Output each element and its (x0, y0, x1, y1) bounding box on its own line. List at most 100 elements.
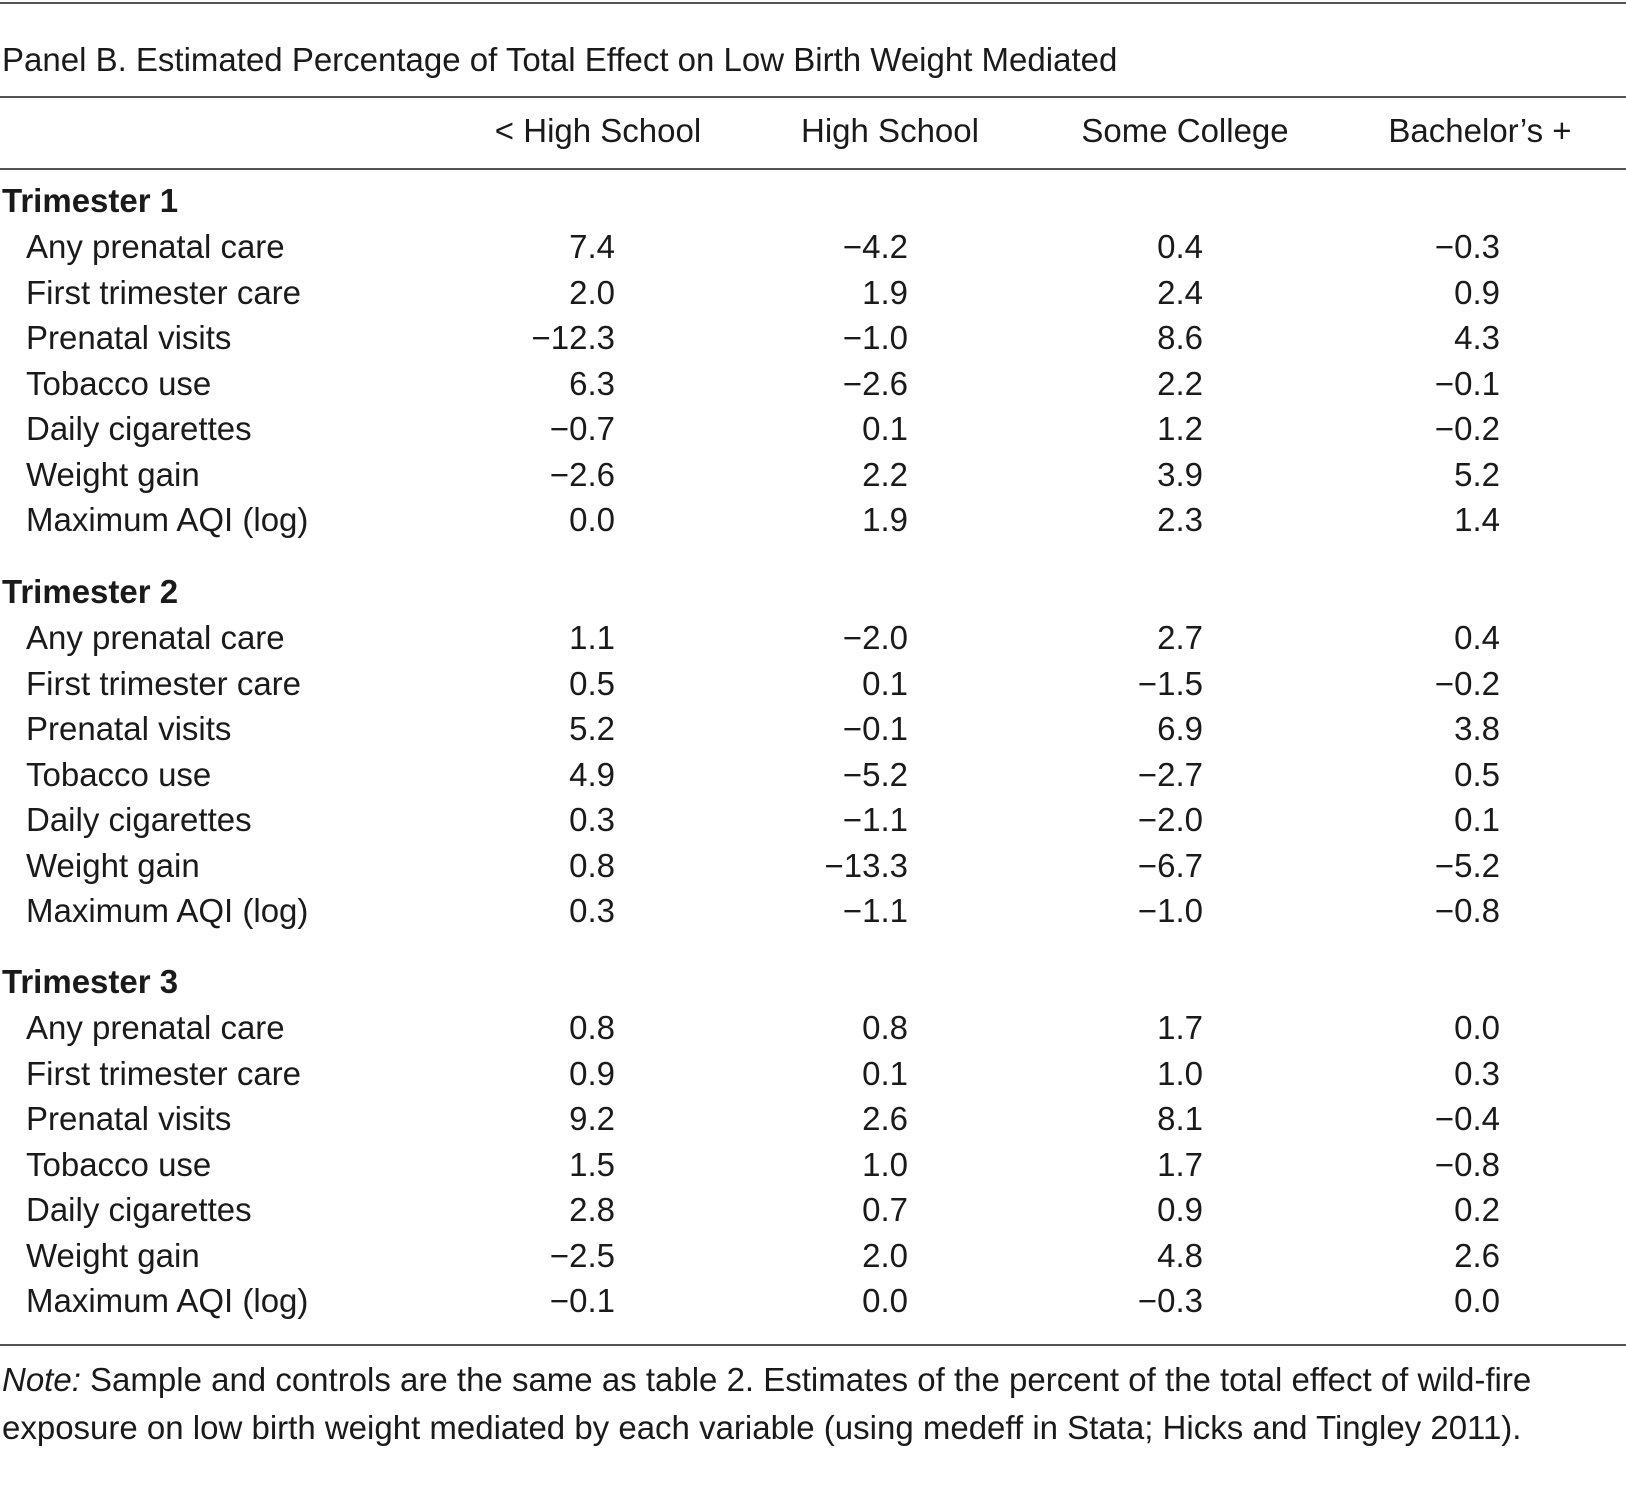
table-row: Maximum AQI (log) 0.3 −1.1 −1.0 −0.8 (0, 889, 1626, 935)
table-row: Prenatal visits −12.3 −1.0 8.6 4.3 (0, 316, 1626, 362)
note-text: Sample and controls are the same as tabl… (2, 1361, 1532, 1446)
table-row: Daily cigarettes 2.8 0.7 0.9 0.2 (0, 1188, 1626, 1234)
panel-title: Panel B. Estimated Percentage of Total E… (2, 41, 1118, 78)
table-cell: 0.5 (1454, 755, 1500, 793)
table-cell: 2.0 (569, 273, 615, 311)
table-row: Maximum AQI (log) −0.1 0.0 −0.3 0.0 (0, 1279, 1626, 1325)
row-label: Weight gain (26, 455, 200, 493)
section-title: Trimester 1 (2, 182, 179, 219)
table-cell: −1.5 (1137, 664, 1203, 702)
table-cell: 0.7 (862, 1191, 908, 1228)
row-label: First trimester care (26, 273, 302, 311)
table-cell: −12.3 (531, 319, 616, 356)
table-cell: 1.1 (569, 619, 615, 656)
row-label: First trimester care (26, 1054, 302, 1092)
row-label: Weight gain (26, 846, 200, 884)
table-cell: −2.0 (842, 619, 908, 656)
table-row: Prenatal visits 5.2 −0.1 6.9 3.8 (0, 707, 1626, 753)
table-cell: 8.1 (1157, 1100, 1203, 1137)
table-cell: −2.5 (549, 1236, 615, 1274)
table-cell: 2.0 (862, 1236, 908, 1274)
table-row: Weight gain −2.5 2.0 4.8 2.6 (0, 1234, 1626, 1280)
table-cell: 0.0 (1454, 1009, 1500, 1046)
table-cell: 0.8 (862, 1009, 908, 1046)
table-cell: 6.3 (569, 364, 615, 402)
row-label: Any prenatal care (26, 1009, 285, 1046)
table-cell: 1.9 (862, 501, 908, 538)
table-cell: 1.7 (1157, 1145, 1203, 1183)
table-cell: 4.3 (1454, 319, 1500, 356)
table-row: Tobacco use 1.5 1.0 1.7 −0.8 (0, 1143, 1626, 1189)
table-cell: −0.3 (1137, 1282, 1203, 1319)
table-cell: −0.1 (842, 710, 908, 747)
table-row: Any prenatal care 7.4 −4.2 0.4 −0.3 (0, 225, 1626, 271)
table-cell: 1.5 (569, 1145, 615, 1183)
table-cell: 0.1 (862, 1054, 908, 1092)
table-cell: −0.8 (1434, 892, 1500, 929)
table-cell: 0.0 (569, 501, 615, 538)
table-cell: −6.7 (1137, 846, 1203, 884)
table-cell: −0.1 (1434, 364, 1500, 402)
row-label: Maximum AQI (log) (26, 892, 309, 929)
table-cell: 9.2 (569, 1100, 615, 1137)
row-label: Any prenatal care (26, 228, 285, 265)
table-cell: −2.0 (1137, 801, 1203, 838)
row-label: First trimester care (26, 664, 302, 702)
table-cell: 0.5 (569, 664, 615, 702)
table-cell: 2.6 (1454, 1236, 1500, 1274)
table-cell: 0.4 (1454, 619, 1500, 656)
table-cell: 0.8 (569, 1009, 615, 1046)
row-label: Any prenatal care (26, 619, 285, 656)
table-row: Tobacco use 4.9 −5.2 −2.7 0.5 (0, 753, 1626, 799)
table-cell: 1.7 (1157, 1009, 1203, 1046)
table-cell: −2.7 (1137, 755, 1203, 793)
table-cell: 4.9 (569, 755, 615, 793)
table-cell: 2.7 (1157, 619, 1203, 656)
column-header-less-high-school: < High School (494, 112, 702, 149)
table-cell: 0.3 (569, 892, 615, 929)
table-cell: 1.9 (862, 273, 908, 311)
table-cell: 2.4 (1157, 273, 1203, 311)
table-cell: −0.4 (1434, 1100, 1500, 1137)
row-label: Prenatal visits (26, 1100, 232, 1137)
table-row: Weight gain −2.6 2.2 3.9 5.2 (0, 453, 1626, 499)
table-cell: 0.2 (1454, 1191, 1500, 1228)
section-title: Trimester 2 (2, 573, 179, 610)
table-cell: 0.8 (569, 846, 615, 884)
row-label: Weight gain (26, 1236, 200, 1274)
table-cell: −2.6 (842, 364, 908, 402)
table-row: Tobacco use 6.3 −2.6 2.2 −0.1 (0, 362, 1626, 408)
table-cell: 2.8 (569, 1191, 615, 1228)
bottom-rule (0, 1344, 1626, 1346)
table-cell: −5.2 (1434, 846, 1500, 884)
table-cell: −0.8 (1434, 1145, 1500, 1183)
table-cell: 2.2 (1157, 364, 1203, 402)
table-cell: 0.9 (1454, 273, 1500, 311)
row-label: Maximum AQI (log) (26, 1282, 309, 1319)
note-label: Note: (2, 1361, 81, 1398)
table-cell: 0.3 (1454, 1054, 1500, 1092)
table-cell: 0.1 (862, 664, 908, 702)
table-cell: 2.3 (1157, 501, 1203, 538)
table-row: First trimester care 0.5 0.1 −1.5 −0.2 (0, 662, 1626, 708)
table-cell: −13.3 (824, 846, 909, 884)
row-label: Tobacco use (26, 755, 212, 793)
row-label: Prenatal visits (26, 710, 232, 747)
table-cell: −0.2 (1434, 664, 1500, 702)
header-rule (0, 168, 1626, 170)
table-cell: 1.0 (1157, 1054, 1203, 1092)
table-cell: 0.9 (1157, 1191, 1203, 1228)
column-header-high-school: High School (801, 112, 979, 149)
table-cell: 5.2 (569, 710, 615, 747)
title-rule (0, 96, 1626, 98)
row-label: Daily cigarettes (26, 1191, 252, 1228)
table-cell: −2.6 (549, 455, 615, 493)
row-label: Maximum AQI (log) (26, 501, 309, 538)
table-row: First trimester care 0.9 0.1 1.0 0.3 (0, 1052, 1626, 1098)
table-note: Note: Sample and controls are the same a… (2, 1356, 1617, 1452)
table-row: Any prenatal care 1.1 −2.0 2.7 0.4 (0, 616, 1626, 662)
table-cell: −0.1 (549, 1282, 615, 1319)
table-cell: −0.2 (1434, 410, 1500, 447)
table-cell: −1.1 (842, 801, 908, 838)
table-cell: 0.1 (1454, 801, 1500, 838)
